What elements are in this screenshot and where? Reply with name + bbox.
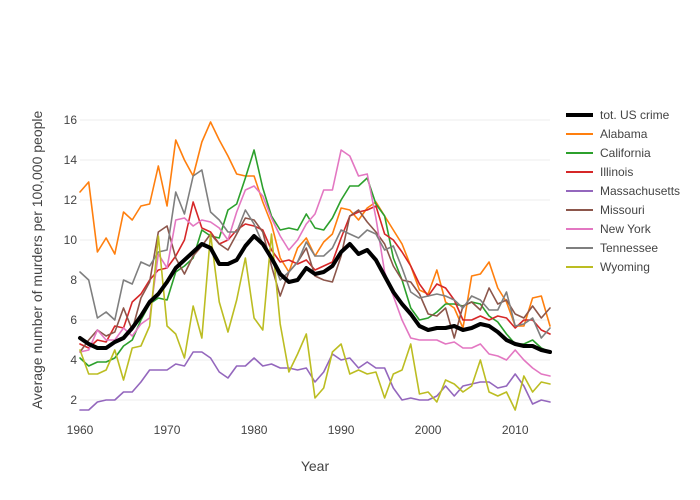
legend-item[interactable]: Wyoming xyxy=(566,260,650,274)
legend: tot. US crime Alabama California Illinois Ma… xyxy=(566,108,680,274)
x-tick-label: 2000 xyxy=(415,423,442,437)
legend-item[interactable]: Illinois xyxy=(566,165,633,179)
series-line-1[interactable] xyxy=(79,121,551,329)
legend-item[interactable]: Massachusetts xyxy=(566,184,680,198)
y-tick-label: 12 xyxy=(64,193,78,207)
legend-label: Massachusetts xyxy=(600,184,680,198)
y-tick-label: 8 xyxy=(70,273,77,287)
y-tick-label: 14 xyxy=(64,153,78,167)
series-line-7[interactable] xyxy=(79,169,551,339)
x-axis-title: Year xyxy=(301,458,330,474)
legend-label: Missouri xyxy=(600,203,645,217)
legend-item[interactable]: Tennessee xyxy=(566,241,658,255)
x-tick-label: 1980 xyxy=(241,423,268,437)
y-tick-label: 10 xyxy=(64,233,78,247)
legend-item[interactable]: Alabama xyxy=(566,127,648,141)
legend-item[interactable]: tot. US crime xyxy=(566,108,670,122)
series-line-3[interactable] xyxy=(79,201,551,349)
legend-item[interactable]: Missouri xyxy=(566,203,645,217)
y-axis-ticks: 2 4 6 8 10 12 14 16 xyxy=(64,113,78,407)
x-axis-ticks: 1960 1970 1980 1990 2000 2010 xyxy=(67,423,529,437)
legend-label: Tennessee xyxy=(600,241,658,255)
legend-label: California xyxy=(600,146,651,160)
legend-label: New York xyxy=(600,222,652,236)
legend-item[interactable]: California xyxy=(566,146,651,160)
legend-label: Alabama xyxy=(600,127,648,141)
y-tick-label: 4 xyxy=(70,353,77,367)
series-lines xyxy=(78,121,552,411)
series-line-6[interactable] xyxy=(79,149,551,377)
y-tick-label: 16 xyxy=(64,113,78,127)
series-line-5[interactable] xyxy=(79,209,551,353)
x-tick-label: 1960 xyxy=(67,423,94,437)
series-line-0[interactable] xyxy=(78,234,552,354)
legend-item[interactable]: New York xyxy=(566,222,652,236)
x-tick-label: 2010 xyxy=(502,423,529,437)
legend-label: Wyoming xyxy=(600,260,650,274)
y-tick-label: 2 xyxy=(70,393,77,407)
gridlines xyxy=(80,119,550,401)
series-line-8[interactable] xyxy=(79,233,551,411)
y-axis-title: Average number of murders per 100,000 pe… xyxy=(29,110,45,409)
series-line-2[interactable] xyxy=(79,149,551,367)
legend-label: tot. US crime xyxy=(600,108,670,122)
x-tick-label: 1990 xyxy=(328,423,355,437)
legend-label: Illinois xyxy=(600,165,633,179)
x-tick-label: 1970 xyxy=(154,423,181,437)
y-tick-label: 6 xyxy=(70,313,77,327)
